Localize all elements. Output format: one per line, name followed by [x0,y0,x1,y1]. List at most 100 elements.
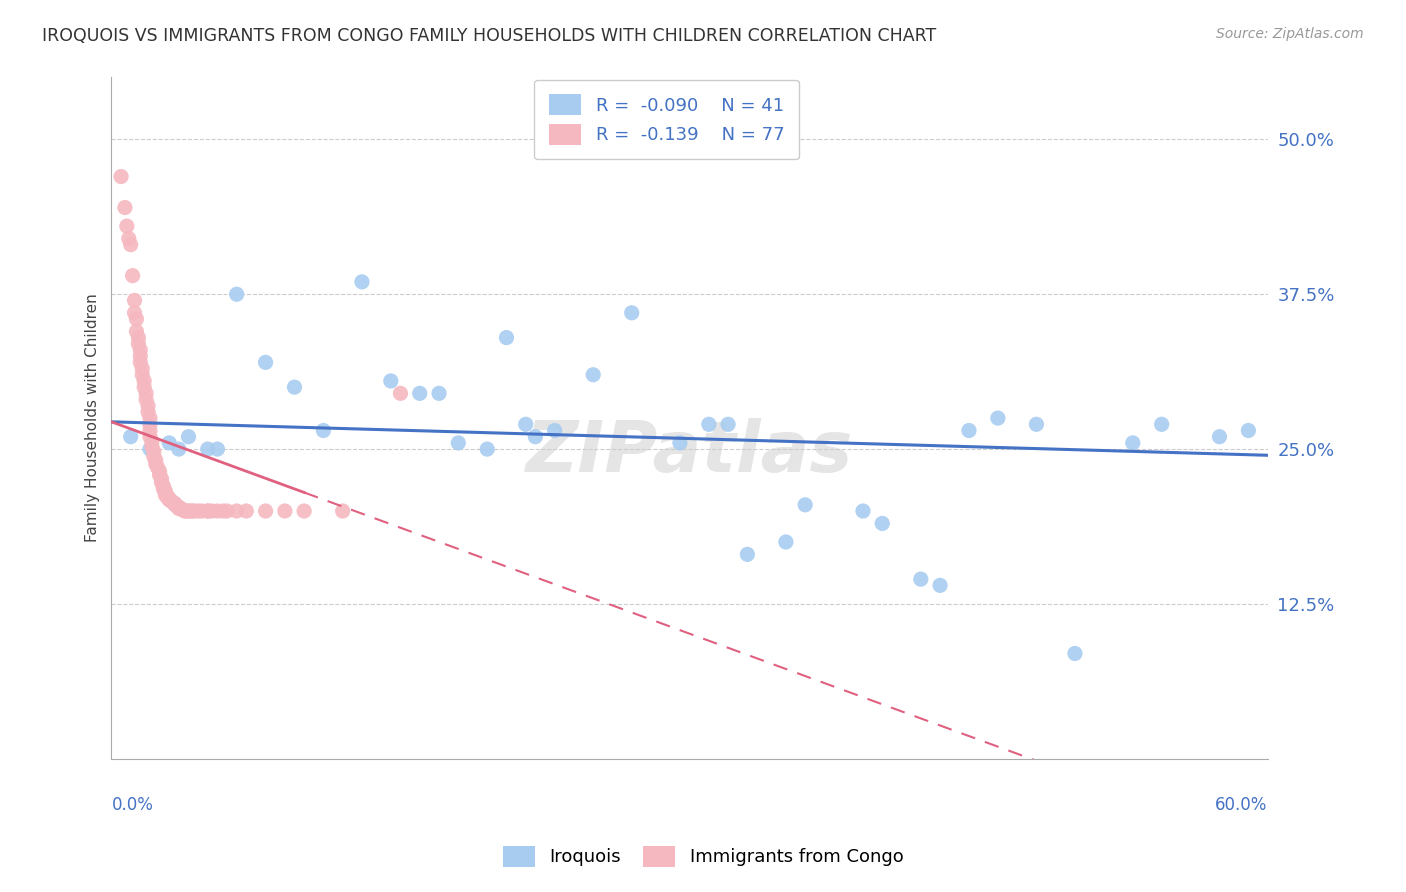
Point [150,475,173,490]
Point [125,325,148,339]
Point [207,504,229,518]
Point [225,287,247,301]
Point [139,417,162,432]
Point [136,405,159,419]
Point [160,494,183,508]
Point [524,430,547,444]
Point [929,578,952,592]
Point [136,399,159,413]
Point [852,504,875,518]
Point [183,504,205,518]
Point [134,380,156,394]
Point [167,500,190,515]
Point [389,386,412,401]
Point [1237,424,1260,438]
Point [135,386,157,401]
Point [1150,417,1173,432]
Point [124,306,146,320]
Point [543,424,565,438]
Point [139,442,162,456]
Point [120,237,142,252]
Point [139,430,162,444]
Legend: R =  -0.090    N = 41, R =  -0.139    N = 77: R = -0.090 N = 41, R = -0.139 N = 77 [534,79,799,160]
Point [120,430,142,444]
Point [156,491,179,505]
Point [187,504,209,518]
Text: IROQUOIS VS IMMIGRANTS FROM CONGO FAMILY HOUSEHOLDS WITH CHILDREN CORRELATION CH: IROQUOIS VS IMMIGRANTS FROM CONGO FAMILY… [42,27,936,45]
Point [173,504,195,518]
Point [197,504,219,518]
Point [118,231,141,245]
Point [125,312,148,326]
Point [910,572,932,586]
Point [157,492,180,507]
Point [447,436,470,450]
Point [129,355,152,369]
Point [235,504,257,518]
Point [114,201,136,215]
Text: 0.0%: 0.0% [111,797,153,814]
Point [215,504,238,518]
Point [139,411,162,425]
Point [717,417,740,432]
Point [620,306,643,320]
Point [1064,647,1087,661]
Point [141,440,163,454]
Point [987,411,1010,425]
Point [794,498,817,512]
Point [225,504,247,518]
Point [181,504,204,518]
Text: 60.0%: 60.0% [1215,797,1268,814]
Point [152,482,174,496]
Point [121,268,143,283]
Point [145,453,167,467]
Y-axis label: Family Households with Children: Family Households with Children [86,293,100,542]
Text: Source: ZipAtlas.com: Source: ZipAtlas.com [1216,27,1364,41]
Point [131,361,153,376]
Point [155,485,177,500]
Point [515,417,537,432]
Point [167,501,190,516]
Point [163,497,186,511]
Point [115,219,138,233]
Point [212,504,235,518]
Point [197,442,219,456]
Point [350,275,373,289]
Point [167,442,190,456]
Point [170,501,193,516]
Point [1025,417,1047,432]
Point [157,436,180,450]
Point [427,386,450,401]
Point [127,330,149,344]
Point [152,479,174,493]
Point [254,504,277,518]
Point [179,504,201,518]
Point [283,380,305,394]
Point [477,442,499,456]
Point [495,330,517,344]
Point [156,489,179,503]
Point [176,504,198,518]
Point [1122,436,1144,450]
Point [254,355,277,369]
Point [135,392,157,407]
Point [957,424,980,438]
Point [312,424,335,438]
Point [332,504,354,518]
Point [409,386,432,401]
Point [150,472,173,486]
Point [162,495,184,509]
Point [155,488,177,502]
Point [134,374,156,388]
Point [142,444,165,458]
Point [131,368,153,382]
Point [129,343,152,357]
Point [177,504,200,518]
Point [145,457,167,471]
Point [775,535,797,549]
Point [292,504,315,518]
Point [139,424,162,438]
Point [146,460,169,475]
Point [870,516,893,531]
Point [141,434,163,449]
